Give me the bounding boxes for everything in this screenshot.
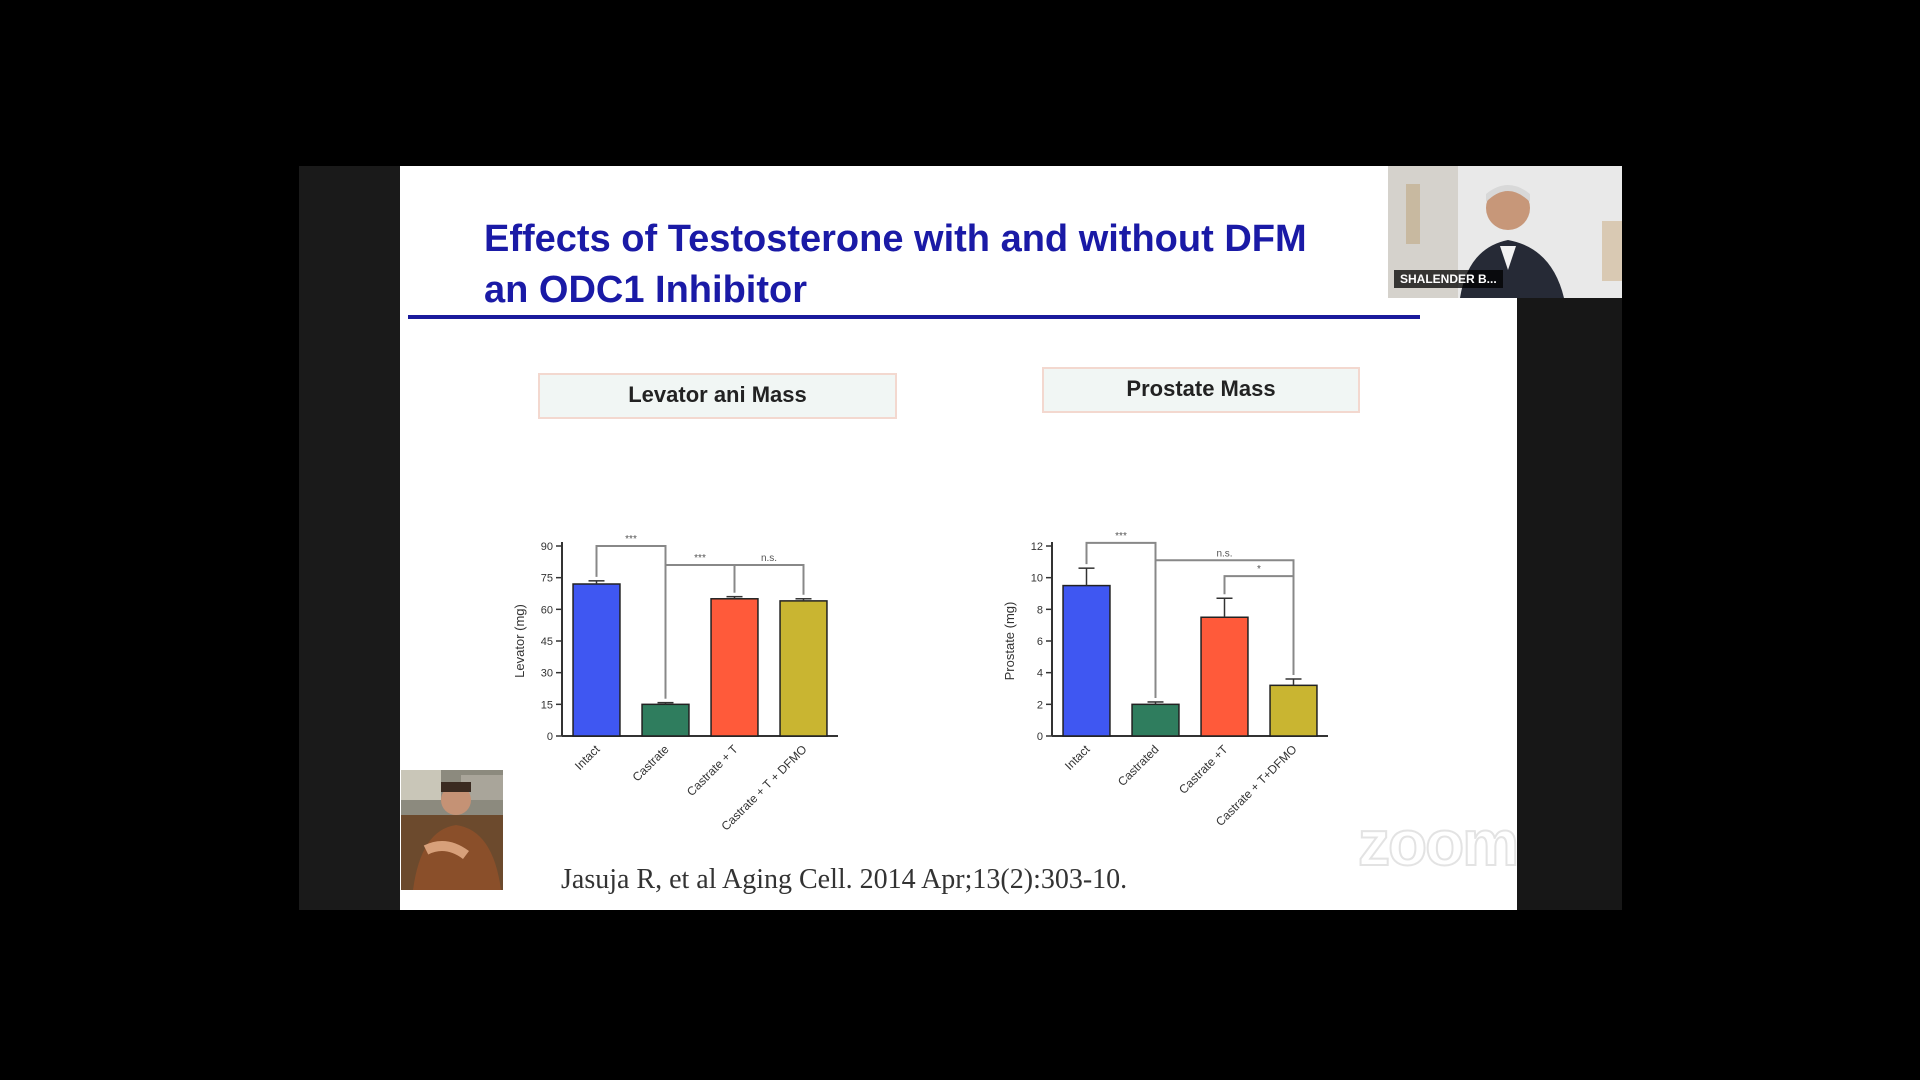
- slide-citation: Jasuja R, et al Aging Cell. 2014 Apr;13(…: [561, 864, 1128, 895]
- bar: [710, 598, 759, 737]
- y-tick-label: 0: [547, 731, 553, 743]
- y-tick-label: 4: [1037, 668, 1043, 680]
- slide-title-line1: Effects of Testosterone with and without…: [484, 218, 1307, 260]
- y-tick-label: 30: [541, 668, 553, 680]
- bar: [1062, 584, 1111, 737]
- x-tick-label: Castrate: [630, 742, 672, 784]
- prostate-bar-chart: 0 2 4 6 8 10 12 Prostate (mg) Intact Castrated Cas…: [1002, 531, 1328, 829]
- significance-bracket: [733, 564, 805, 595]
- prostate-panel-label: Prostate Mass: [1042, 367, 1360, 413]
- slide-title-line2: an ODC1 Inhibitor: [484, 269, 807, 311]
- bar: [1131, 703, 1180, 737]
- x-tick-label: Castrate + T: [684, 742, 741, 799]
- x-tick-label: Castrate +T: [1176, 742, 1231, 797]
- y-tick-label: 90: [541, 541, 553, 553]
- y-tick-label: 15: [541, 699, 553, 711]
- bar: [779, 600, 828, 737]
- significance-label: *: [1257, 564, 1261, 575]
- y-tick-label: 10: [1031, 573, 1043, 585]
- x-tick-label: Castrated: [1115, 742, 1162, 789]
- slide-title: Effects of Testosterone with and without…: [484, 214, 1307, 316]
- title-underline: [408, 315, 1420, 319]
- bar: [572, 583, 621, 737]
- y-tick-label: 75: [541, 573, 553, 585]
- significance-label: n.s.: [761, 553, 777, 564]
- x-tick-label: Intact: [1062, 742, 1093, 773]
- presentation-slide: Effects of Testosterone with and without…: [400, 166, 1517, 910]
- y-tick-label: 0: [1037, 731, 1043, 743]
- person-photo-icon: [401, 770, 503, 890]
- significance-label: ***: [1115, 531, 1127, 542]
- y-tick-label: 45: [541, 636, 553, 648]
- zoom-watermark: zoom: [1357, 806, 1520, 880]
- bar: [641, 703, 690, 737]
- significance-label: ***: [694, 553, 706, 564]
- y-tick-label: 6: [1037, 636, 1043, 648]
- speaker-name-label: SHALENDER B...: [1394, 270, 1503, 288]
- levator-bar-chart: 0 15 30 45 60 75 90 Levator (mg) Intact Castrate C…: [512, 534, 838, 833]
- y-tick-label: 8: [1037, 604, 1043, 616]
- presenter-photo-thumbnail: [401, 770, 503, 890]
- significance-bracket: [1223, 575, 1295, 675]
- y-tick-label: 60: [541, 604, 553, 616]
- levator-panel-label: Levator ani Mass: [538, 373, 897, 419]
- x-tick-label: Intact: [572, 742, 603, 773]
- y-axis-label: Levator (mg): [512, 604, 527, 678]
- bar: [1269, 684, 1318, 737]
- y-tick-label: 12: [1031, 541, 1043, 553]
- y-axis-label: Prostate (mg): [1002, 602, 1017, 681]
- y-tick-label: 2: [1037, 699, 1043, 711]
- significance-label: n.s.: [1216, 548, 1232, 559]
- bar: [1200, 616, 1249, 737]
- speaker-video-tile[interactable]: SHALENDER B...: [1388, 166, 1622, 298]
- significance-label: ***: [625, 534, 637, 545]
